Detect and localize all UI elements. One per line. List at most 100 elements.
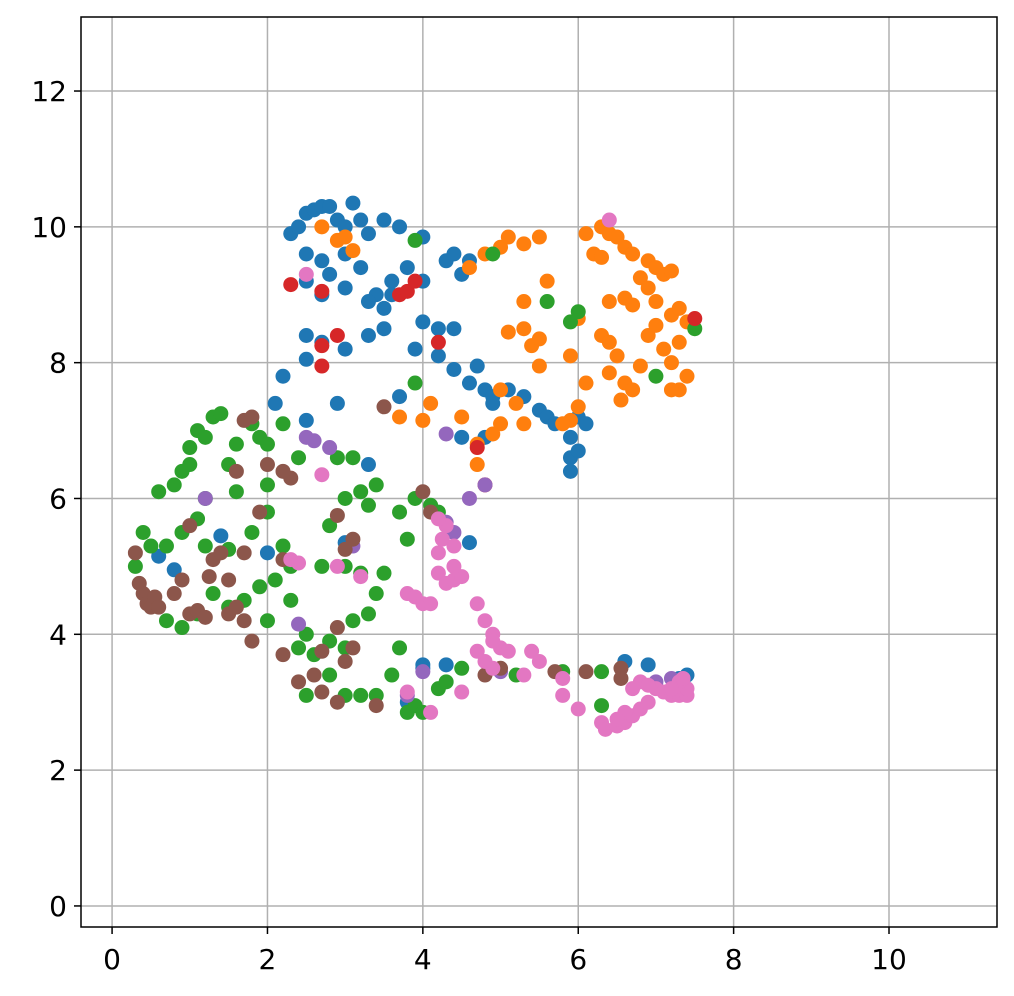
point (314, 358, 330, 374)
point (500, 643, 516, 659)
point (640, 280, 656, 296)
point (562, 314, 578, 330)
point (322, 198, 338, 214)
point (376, 321, 392, 337)
point (298, 626, 314, 642)
point (570, 701, 586, 717)
point (601, 365, 617, 381)
point (392, 389, 408, 405)
point (415, 484, 431, 500)
point (252, 579, 268, 595)
point (469, 643, 485, 659)
point (578, 416, 594, 432)
point (469, 596, 485, 612)
point (236, 613, 252, 629)
point (360, 497, 376, 513)
x-tick-label: 8 (725, 943, 743, 976)
point (423, 395, 439, 411)
point (446, 246, 462, 262)
point (399, 260, 415, 276)
point (625, 246, 641, 262)
point (640, 657, 656, 673)
point (368, 477, 384, 493)
point (656, 341, 672, 357)
point (516, 294, 532, 310)
point (469, 440, 485, 456)
point (539, 294, 555, 310)
point (594, 249, 610, 265)
point (337, 653, 353, 669)
point (384, 667, 400, 683)
point (625, 382, 641, 398)
point (376, 399, 392, 415)
y-tick-label: 10 (31, 211, 67, 244)
point (236, 545, 252, 561)
point (283, 592, 299, 608)
point (648, 317, 664, 333)
point (314, 558, 330, 574)
point (430, 565, 446, 581)
point (594, 698, 610, 714)
point (182, 457, 198, 473)
point (197, 490, 213, 506)
point (562, 429, 578, 445)
point (166, 586, 182, 602)
point (663, 382, 679, 398)
point (329, 328, 345, 343)
point (454, 684, 470, 700)
point (143, 538, 159, 554)
point (485, 660, 501, 676)
point (392, 219, 408, 235)
point (687, 311, 703, 327)
point (446, 321, 462, 337)
point (625, 297, 641, 313)
point (360, 328, 376, 343)
point (578, 664, 594, 680)
point (562, 463, 578, 479)
point (275, 368, 291, 384)
point (306, 667, 322, 683)
point (477, 613, 493, 629)
point (151, 548, 167, 564)
point (360, 226, 376, 242)
point (671, 300, 687, 316)
point (267, 395, 283, 411)
point (213, 528, 229, 544)
point (531, 653, 547, 669)
point (360, 294, 376, 310)
point (640, 694, 656, 710)
x-tick-label: 10 (871, 943, 907, 976)
y-tick-label: 0 (49, 890, 67, 923)
point (353, 212, 369, 228)
point (322, 633, 338, 649)
point (345, 640, 361, 656)
point (423, 596, 439, 612)
point (298, 687, 314, 703)
point (322, 440, 338, 456)
point (353, 569, 369, 585)
point (259, 477, 275, 493)
point (632, 270, 648, 286)
point (322, 518, 338, 534)
point (640, 328, 656, 343)
point (609, 229, 625, 245)
point (376, 565, 392, 581)
point (663, 681, 679, 697)
point (508, 395, 524, 411)
point (298, 266, 314, 282)
point (539, 273, 555, 289)
point (640, 677, 656, 693)
point (446, 558, 462, 574)
point (477, 477, 493, 493)
point (446, 361, 462, 377)
point (291, 219, 307, 235)
point (500, 324, 516, 340)
point (345, 531, 361, 547)
point (430, 348, 446, 364)
point (392, 504, 408, 520)
point (298, 328, 314, 343)
point (275, 416, 291, 432)
point (601, 294, 617, 310)
point (469, 358, 485, 374)
point (423, 704, 439, 720)
